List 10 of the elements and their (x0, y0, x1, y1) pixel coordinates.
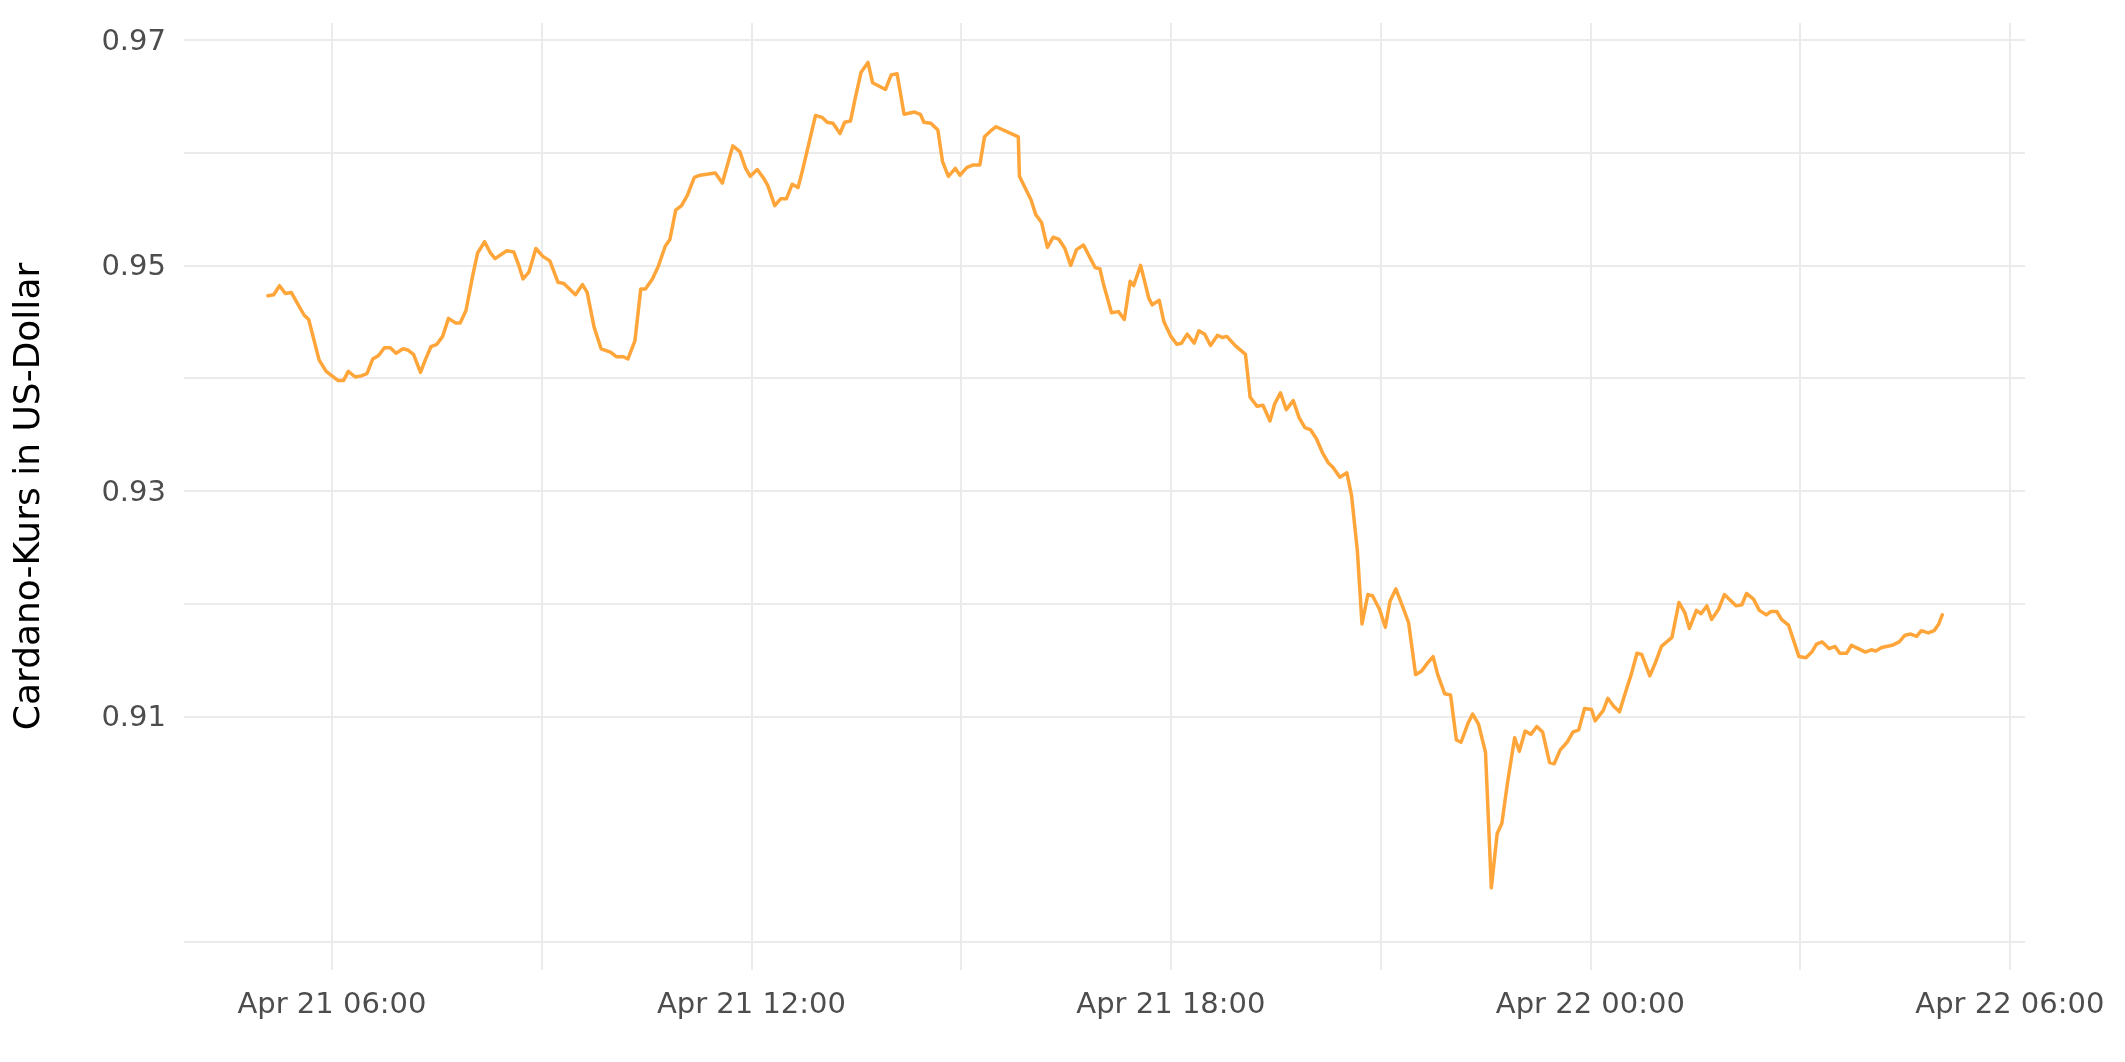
x-tick-label: Apr 21 18:00 (1076, 985, 1266, 1020)
y-tick-label: 0.93 (101, 473, 166, 508)
y-axis-title: Cardano-Kurs in US-Dollar (5, 262, 47, 731)
y-tick-label: 0.95 (101, 248, 166, 283)
y-tick-label: 0.97 (101, 22, 166, 57)
x-tick-label: Apr 22 00:00 (1495, 985, 1685, 1020)
x-tick-label: Apr 22 06:00 (1915, 985, 2105, 1020)
y-tick-label: 0.91 (101, 699, 166, 734)
x-tick-label: Apr 21 12:00 (656, 985, 846, 1020)
x-tick-label: Apr 21 06:00 (237, 985, 427, 1020)
